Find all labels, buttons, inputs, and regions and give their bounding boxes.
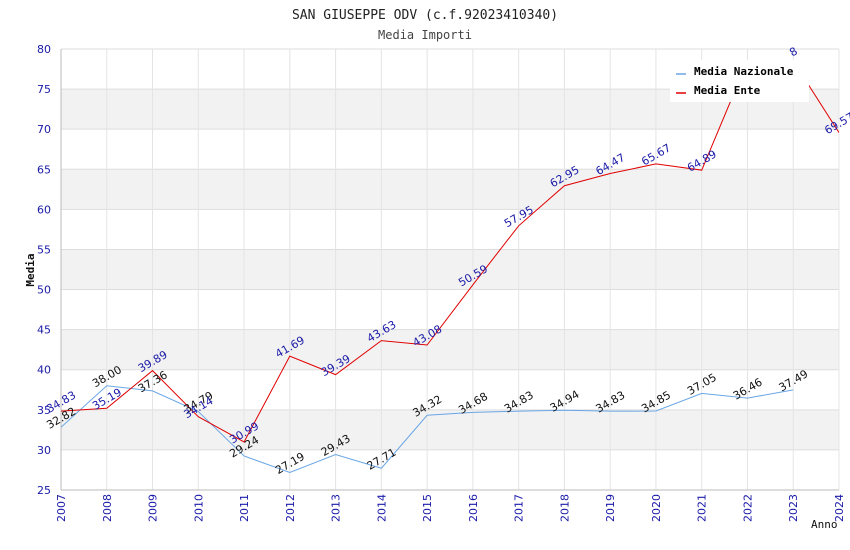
- x-tick-label: 2009: [147, 494, 160, 522]
- y-tick-label: 55: [37, 243, 51, 256]
- x-tick-label: 2008: [101, 494, 114, 522]
- band: [61, 209, 839, 250]
- legend: Media Nazionale Media Ente: [670, 60, 809, 102]
- y-axis-label: Media: [24, 253, 37, 286]
- x-tick-label: 2021: [696, 494, 709, 522]
- y-tick-label: 50: [37, 284, 51, 297]
- y-tick-label: 70: [37, 123, 51, 136]
- gridlines: [60, 48, 840, 491]
- chart-subtitle: Media Importi: [378, 28, 472, 42]
- band: [61, 169, 839, 210]
- y-tick-label: 35: [37, 404, 51, 417]
- x-axis-ticks: 2007 2008 2009 2010 2011 2012 2013 2014 2015 2016…: [55, 494, 846, 522]
- background-bands: [61, 49, 839, 490]
- y-tick-label: 60: [37, 203, 51, 216]
- y-tick-label: 65: [37, 163, 51, 176]
- legend-label: Media Ente: [694, 84, 761, 97]
- series-line-media-nazionale: [61, 385, 794, 473]
- band: [61, 449, 839, 490]
- chart-title: SAN GIUSEPPE ODV (c.f.92023410340): [292, 8, 558, 23]
- series-line-media-ente: [61, 60, 839, 443]
- y-tick-label: 80: [37, 43, 51, 56]
- x-tick-label: 2011: [238, 494, 251, 522]
- band: [61, 249, 839, 290]
- x-tick-label: 2015: [421, 494, 434, 522]
- band: [61, 289, 839, 330]
- x-tick-label: 2023: [787, 494, 800, 522]
- y-axis-ticks: 25 30 35 40 45 50 55 60 65 70 75 80: [37, 43, 51, 497]
- y-tick-label: 25: [37, 484, 51, 497]
- x-tick-label: 2013: [330, 494, 343, 522]
- band: [61, 369, 839, 410]
- x-tick-label: 2022: [741, 494, 754, 522]
- x-tick-label: 2014: [375, 494, 388, 522]
- band: [61, 129, 839, 170]
- legend-label: Media Nazionale: [694, 65, 794, 78]
- x-tick-label: 2020: [650, 494, 663, 522]
- band: [61, 329, 839, 370]
- x-tick-label: 2007: [55, 494, 68, 522]
- x-tick-label: 2016: [467, 494, 480, 522]
- x-tick-label: 2018: [558, 494, 571, 522]
- x-tick-label: 2010: [192, 494, 205, 522]
- y-tick-label: 40: [37, 364, 51, 377]
- x-tick-label: 2019: [604, 494, 617, 522]
- x-axis-label: Anno: [811, 518, 838, 531]
- legend-box: [670, 60, 809, 102]
- y-tick-label: 75: [37, 83, 51, 96]
- x-tick-label: 2024: [833, 494, 846, 522]
- x-tick-label: 2017: [513, 494, 526, 522]
- x-tick-label: 2012: [284, 494, 297, 522]
- y-tick-label: 30: [37, 444, 51, 457]
- band: [61, 409, 839, 450]
- y-tick-label: 45: [37, 324, 51, 337]
- series-lines: [61, 60, 839, 473]
